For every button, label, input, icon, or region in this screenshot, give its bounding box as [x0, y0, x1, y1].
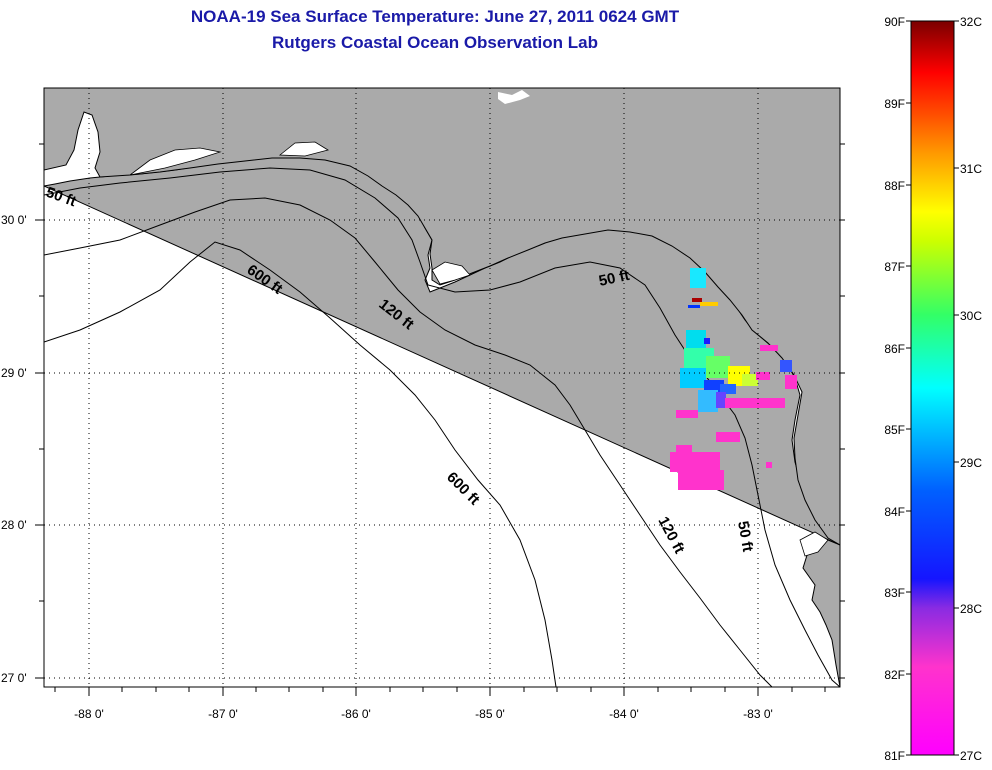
colorbar-c-label: 30C — [960, 309, 982, 323]
colorbar-c-label: 32C — [960, 15, 982, 29]
contour-label-east-50-south: 50 ft — [734, 520, 756, 553]
contour-50ft-north — [44, 167, 840, 687]
contour-600ft — [44, 241, 557, 687]
colorbar — [910, 20, 955, 756]
colorbar-f-label: 82F — [884, 668, 905, 682]
colorbar-c-label: 31C — [960, 162, 982, 176]
lon-label: -83 0' — [743, 707, 773, 721]
bay-south — [799, 531, 829, 557]
contour-label-east-50-north: 50 ft — [597, 267, 631, 290]
lon-label: -85 0' — [475, 707, 505, 721]
colorbar-c-label: 27C — [960, 749, 982, 763]
colorbar-f-label: 84F — [884, 505, 905, 519]
lon-label: -84 0' — [609, 707, 639, 721]
lake — [498, 90, 530, 104]
lon-label: -87 0' — [208, 707, 238, 721]
colorbar-f-label: 90F — [884, 15, 905, 29]
colorbar-c-label: 29C — [960, 456, 982, 470]
colorbar-f-label: 81F — [884, 749, 905, 763]
bay-central — [278, 141, 330, 157]
lat-label: 27 0' — [1, 671, 27, 685]
lon-label: -88 0' — [74, 707, 104, 721]
lat-label: 30 0' — [1, 213, 27, 227]
axis-ticks — [35, 143, 845, 696]
colorbar-f-label: 86F — [884, 342, 905, 356]
map-border — [43, 87, 841, 688]
bay-west — [129, 147, 222, 176]
colorbar-ticks — [906, 20, 959, 756]
lat-label: 29 0' — [1, 366, 27, 380]
map-title: NOAA-19 Sea Surface Temperature: June 27… — [190, 7, 680, 26]
colorbar-f-label: 87F — [884, 260, 905, 274]
map-subtitle: Rutgers Coastal Ocean Observation Lab — [272, 33, 598, 52]
contour-120ft — [44, 197, 773, 687]
lon-label: -86 0' — [341, 707, 371, 721]
colorbar-f-label: 83F — [884, 586, 905, 600]
colorbar-f-label: 88F — [884, 179, 905, 193]
lat-label: 28 0' — [1, 518, 27, 532]
colorbar-f-label: 89F — [884, 97, 905, 111]
bay-east — [431, 261, 471, 285]
colorbar-f-label: 85F — [884, 423, 905, 437]
colorbar-c-label: 28C — [960, 602, 982, 616]
